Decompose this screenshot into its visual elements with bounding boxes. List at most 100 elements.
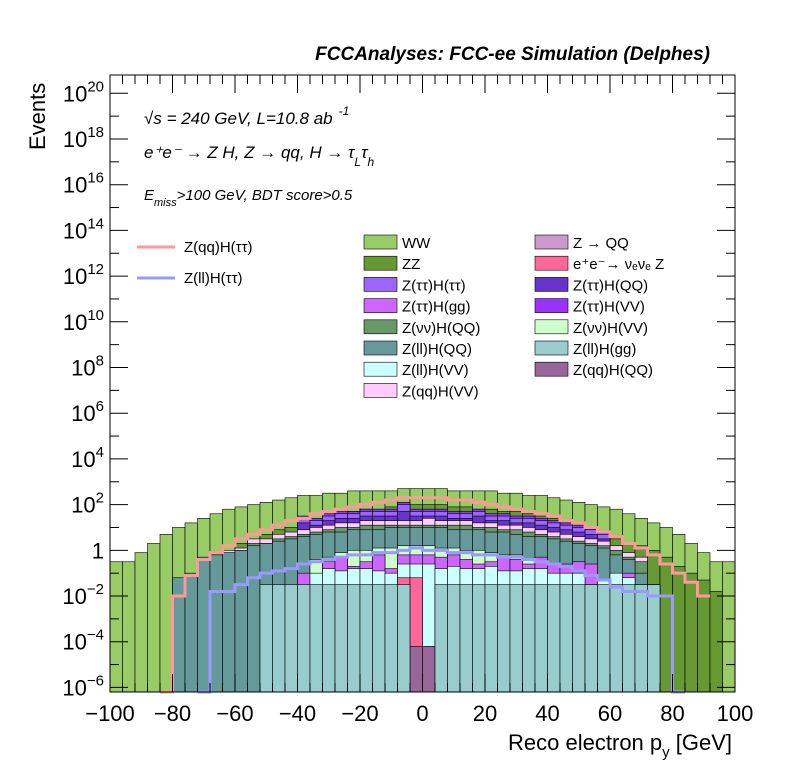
bar (384, 584, 398, 693)
x-tick-label: 100 (717, 701, 754, 726)
bar (422, 645, 436, 693)
bar (634, 584, 648, 693)
bar (622, 584, 636, 693)
legend-label: WW (402, 235, 431, 252)
legend-label: Z(qq)H(VV) (402, 383, 479, 400)
y-tick-base: 10 (71, 493, 95, 518)
bar (334, 584, 348, 693)
bar (159, 534, 173, 693)
x-axis-title-main: Reco electron p (508, 730, 662, 755)
bar (359, 584, 373, 693)
series-z-qq-h-qq- (409, 645, 436, 693)
annotation-selection-text: >100 GeV, BDT score>0.5 (177, 187, 353, 204)
y-tick-label: 108 (71, 353, 104, 381)
bar (597, 584, 611, 693)
y-tick-exponent: −2 (87, 581, 104, 598)
y-tick-base: 10 (63, 310, 87, 335)
bar (309, 584, 323, 693)
legend-swatch (363, 361, 398, 377)
y-tick-exponent: 14 (87, 215, 104, 232)
legend-label: Z(ll)H(VV) (402, 362, 469, 379)
signal-line-z-ll-h- (197, 546, 685, 694)
annotation-selection-e: E (144, 187, 155, 204)
legend-swatch (534, 319, 569, 335)
y-tick-label: 102 (71, 490, 104, 518)
legend-swatch (534, 298, 569, 313)
y-tick-exponent: −4 (87, 627, 104, 644)
y-tick-exponent: 4 (96, 444, 104, 461)
annotation-process: e⁺e⁻ → Z H, Z → qq, H → τLτh (144, 143, 374, 169)
y-tick-exponent: −6 (87, 672, 104, 689)
x-tick-label: 0 (416, 701, 428, 726)
bar (147, 543, 161, 693)
x-axis-title-sub: y (662, 744, 670, 761)
legend-label: Z(ττ)H(ττ) (402, 277, 466, 294)
bar (584, 584, 598, 693)
bar (197, 556, 211, 693)
legend-swatch (534, 255, 569, 271)
bar (459, 584, 473, 693)
bar (509, 584, 523, 693)
y-tick-exponent: 6 (96, 398, 104, 415)
bar (434, 584, 448, 693)
y-tick-base: 10 (63, 127, 87, 152)
annotation-energy-text: = 240 GeV, L=10.8 ab (162, 109, 333, 128)
x-tick-label: −80 (154, 701, 191, 726)
y-tick-base: 10 (71, 447, 95, 472)
bar (659, 556, 673, 693)
chart-title: FCCAnalyses: FCC-ee Simulation (Delphes) (315, 44, 710, 65)
bar (684, 572, 698, 693)
y-tick-base: 10 (63, 173, 87, 198)
y-tick-label: 104 (71, 444, 104, 472)
bar (559, 584, 573, 693)
series-z-ll-h-gg- (259, 584, 661, 693)
bar (222, 552, 236, 693)
y-tick-exponent: 8 (96, 353, 104, 370)
y-tick-base: 10 (62, 675, 86, 700)
plot-area (109, 488, 736, 694)
y-tick-base: 10 (63, 264, 87, 289)
legend-label: Z → QQ (573, 235, 629, 252)
bar (184, 572, 198, 693)
bar (472, 584, 486, 693)
bar (209, 554, 223, 693)
x-tick-label: 40 (535, 701, 559, 726)
legend-swatch (363, 277, 398, 292)
legend-label: Z(ll)H(ττ) (184, 270, 243, 287)
y-tick-base: 10 (63, 218, 87, 243)
y-tick-exponent: 18 (87, 124, 104, 141)
legend-label: Z(ττ)H(VV) (573, 299, 645, 316)
y-tick-base: 10 (62, 584, 86, 609)
y-tick-exponent: 2 (96, 490, 104, 507)
legend-swatch (363, 255, 398, 271)
legend-label: Z(ττ)H(QQ) (573, 277, 648, 294)
legend-label: Z(ll)H(gg) (573, 341, 636, 358)
y-tick-label: 1010 (63, 307, 104, 335)
legend-swatch (363, 383, 398, 398)
bar (497, 584, 511, 693)
y-tick-label: 1016 (63, 170, 104, 198)
y-tick-exponent: 10 (87, 307, 104, 324)
y-tick-label: 1012 (63, 261, 104, 289)
bar (259, 584, 273, 693)
bar (647, 584, 661, 693)
legend-swatch (534, 361, 569, 377)
x-tick-label: 60 (598, 701, 622, 726)
legend-swatch (363, 340, 398, 356)
bar (522, 584, 536, 693)
legend-swatch (534, 234, 569, 250)
bar (534, 584, 548, 693)
x-tick-label: −20 (341, 701, 378, 726)
x-tick-label: 80 (660, 701, 684, 726)
annotation-selection-sub: miss (154, 197, 177, 209)
legend-label: Z(qq)H(QQ) (573, 362, 653, 379)
legend-label: Z(ll)H(QQ) (402, 341, 472, 358)
y-axis-title: Events (25, 83, 50, 150)
bar (409, 645, 423, 693)
annotation-process-mid: τ (361, 143, 369, 162)
y-tick-label: 10−4 (62, 627, 104, 655)
bar (372, 584, 386, 693)
y-tick-label: 10−2 (62, 581, 104, 609)
legend-label: Z(νν)H(QQ) (402, 320, 480, 337)
